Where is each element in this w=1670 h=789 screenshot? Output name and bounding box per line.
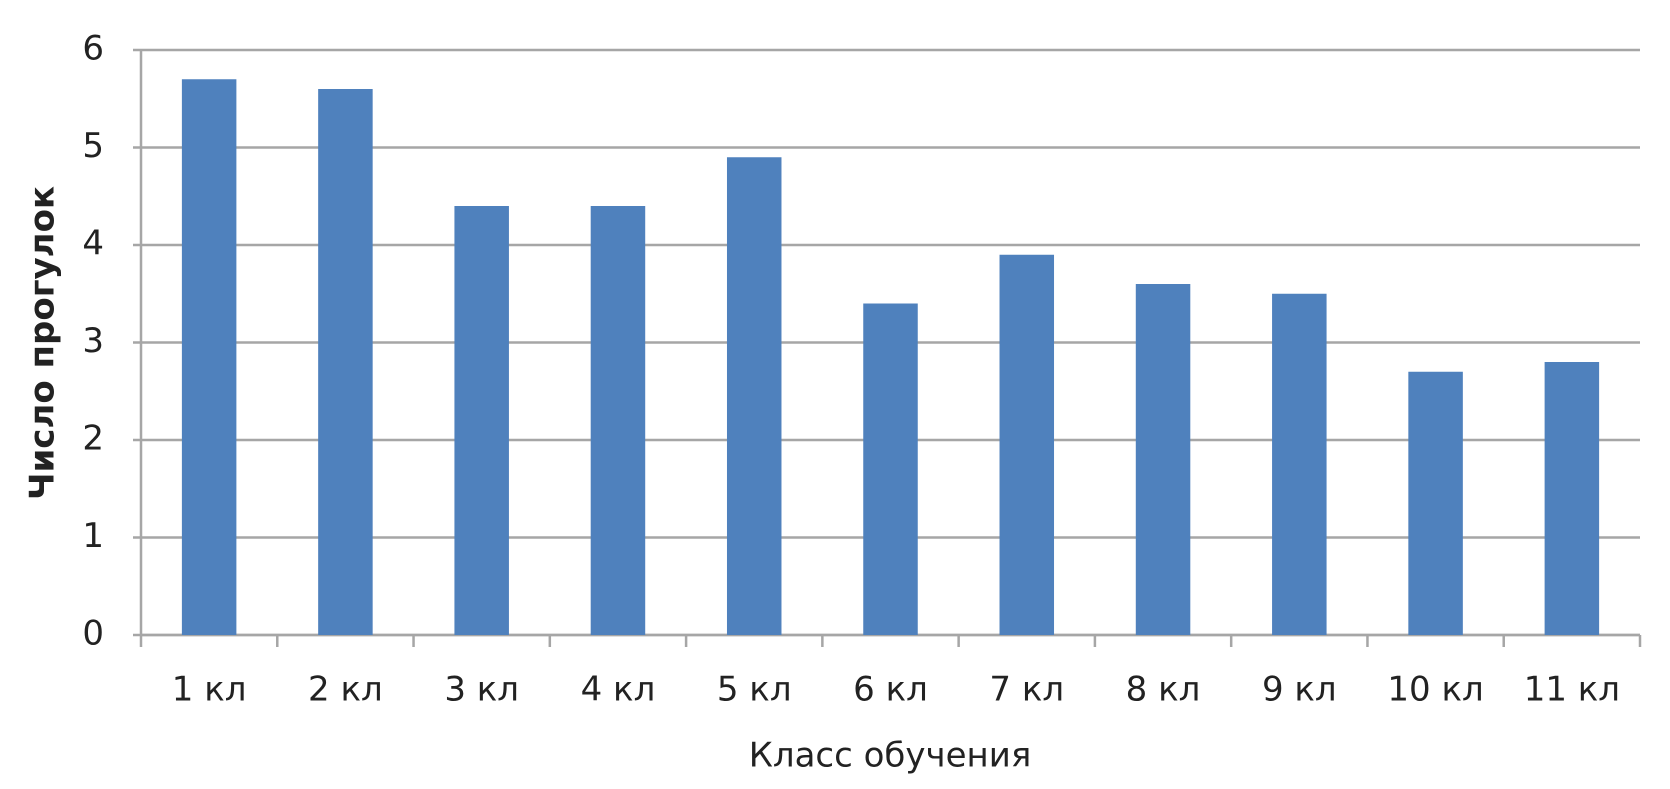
x-tick-label: 1 кл bbox=[172, 670, 247, 710]
x-axis-title: Класс обучения bbox=[749, 736, 1032, 776]
y-tick-label: 0 bbox=[82, 614, 104, 654]
y-tick-label: 5 bbox=[82, 126, 104, 166]
y-tick-label: 2 bbox=[82, 419, 104, 459]
y-axis-title: Число прогулок bbox=[23, 186, 63, 500]
bar bbox=[1408, 371, 1463, 635]
x-tick-label: 4 кл bbox=[581, 670, 656, 710]
y-tick-label: 4 bbox=[82, 224, 104, 264]
bar bbox=[999, 254, 1055, 635]
bar bbox=[1272, 293, 1327, 635]
x-tick-label: 8 кл bbox=[1126, 670, 1201, 710]
x-tick-label: 5 кл bbox=[717, 670, 792, 710]
x-tick-label: 3 кл bbox=[444, 670, 519, 710]
x-tick-label: 11 кл bbox=[1524, 670, 1620, 710]
x-tick-label: 2 кл bbox=[308, 670, 383, 710]
bar bbox=[454, 206, 509, 635]
y-tick-label: 3 bbox=[82, 321, 104, 361]
bar bbox=[318, 89, 373, 635]
y-tick-label: 6 bbox=[82, 29, 104, 69]
x-tick-label: 7 кл bbox=[989, 670, 1064, 710]
x-tick-label: 6 кл bbox=[853, 670, 928, 710]
bar bbox=[1544, 362, 1600, 635]
bar bbox=[726, 157, 782, 635]
x-tick-label: 9 кл bbox=[1262, 670, 1337, 710]
bar bbox=[181, 79, 237, 635]
y-tick-label: 1 bbox=[82, 516, 104, 556]
bar bbox=[1135, 284, 1191, 635]
x-tick-label: 10 кл bbox=[1387, 670, 1483, 710]
bar bbox=[590, 206, 646, 635]
bar bbox=[863, 303, 918, 635]
